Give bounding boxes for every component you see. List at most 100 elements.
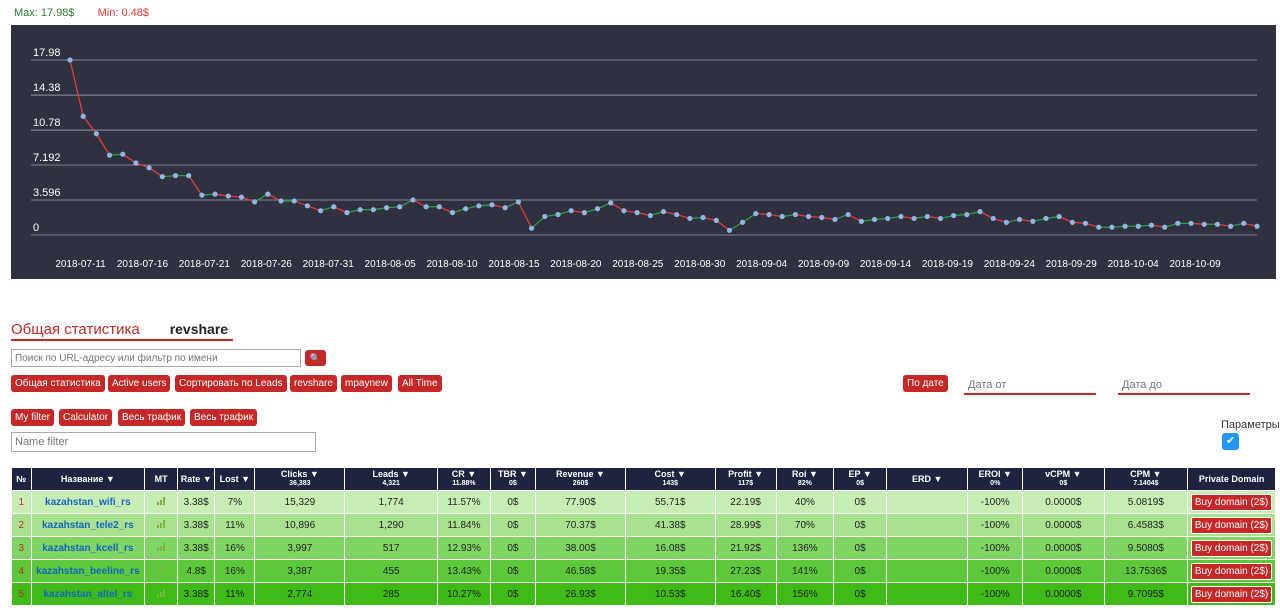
chart-canvas: 17.98 14.38 10.78 7.192 3.596 0 2018-07-11 2018… xyxy=(31,47,1260,270)
column-header[interactable]: Название ▼ xyxy=(30,467,146,491)
column-total: 7.1404$ xyxy=(1133,480,1159,487)
cell-name[interactable]: kazahstan_altel_rs xyxy=(30,582,146,606)
all-traffic-button-1[interactable]: Весь трафик xyxy=(118,409,186,426)
cell-buy: Buy domain (2$) xyxy=(1187,490,1276,514)
buy-domain-button[interactable]: Buy domain (2$) xyxy=(1190,493,1273,511)
calculator-button[interactable]: Calculator xyxy=(59,409,113,426)
column-header[interactable]: Revenue ▼ 260$ xyxy=(535,467,626,491)
column-header[interactable]: TBR ▼ 0$ xyxy=(489,467,537,491)
params-checkbox[interactable]: ✔ xyxy=(1222,433,1239,450)
buy-domain-button[interactable]: Buy domain (2$) xyxy=(1190,539,1273,557)
cell-cost: 16.08$ xyxy=(624,536,716,560)
cell-ep: 0$ xyxy=(833,582,887,606)
column-header[interactable]: MT xyxy=(144,467,179,491)
column-total: 4,321 xyxy=(382,480,400,487)
column-header[interactable]: CR ▼ 11.88% xyxy=(437,467,491,491)
data-point xyxy=(977,209,983,215)
name-filter-input[interactable] xyxy=(11,432,316,452)
chart-icon[interactable] xyxy=(156,519,166,528)
min-max-summary: Max: 17.98$ Min: 0.48$ xyxy=(14,7,149,19)
cell-cost: 19.35$ xyxy=(624,559,716,583)
cell-vcpm: 0.0000$ xyxy=(1022,490,1105,514)
column-header-label: № xyxy=(16,474,27,484)
cell-buy: Buy domain (2$) xyxy=(1187,559,1276,583)
data-point xyxy=(1096,224,1102,230)
date-from-field[interactable] xyxy=(964,377,1096,395)
data-point xyxy=(911,215,917,222)
cell-vcpm: 0.0000$ xyxy=(1022,513,1105,537)
buy-domain-button[interactable]: Buy domain (2$) xyxy=(1190,516,1273,534)
data-point xyxy=(885,215,891,222)
column-header[interactable]: Clicks ▼ 36,383 xyxy=(254,467,346,491)
filter-all-time-button[interactable]: All Time xyxy=(398,375,442,392)
chart-icon[interactable] xyxy=(156,565,166,574)
cell-eroi: -100% xyxy=(967,536,1024,560)
x-tick-label: 2018-09-14 xyxy=(860,259,912,270)
chart-icon[interactable] xyxy=(156,588,166,597)
column-total: 143$ xyxy=(662,480,679,487)
data-point xyxy=(265,191,271,197)
filter-active-users-button[interactable]: Active users xyxy=(108,375,171,392)
cell-revenue: 38.00$ xyxy=(535,536,626,560)
table-row[interactable]: 1 kazahstan_wifi_rs 3.38$ 7% 15,329 1,774 11.5… xyxy=(11,490,1276,514)
data-point xyxy=(93,131,99,137)
column-header[interactable]: EP ▼ 0$ xyxy=(833,467,887,491)
table-row[interactable]: 5 kazahstan_altel_rs 3.38$ 11% 2,774 285 10.27… xyxy=(11,582,1276,606)
cell-num: 2 xyxy=(11,513,32,537)
column-header[interactable]: Profit ▼ 117$ xyxy=(714,467,777,491)
filter-mpaynew-button[interactable]: mpaynew xyxy=(341,375,392,392)
cell-name[interactable]: kazahstan_wifi_rs xyxy=(30,490,146,514)
column-header[interactable]: Leads ▼ 4,321 xyxy=(344,467,439,491)
x-tick-label: 2018-09-24 xyxy=(984,259,1036,270)
data-point xyxy=(80,113,86,119)
x-tick-label: 2018-08-25 xyxy=(612,259,664,270)
cell-roi: 156% xyxy=(775,582,835,606)
column-header[interactable]: № xyxy=(11,467,32,491)
column-header-label: Profit ▼ xyxy=(728,469,764,479)
date-to-field[interactable] xyxy=(1118,377,1250,395)
buy-domain-button[interactable]: Buy domain (2$) xyxy=(1190,585,1273,603)
cell-name[interactable]: kazahstan_kcell_rs xyxy=(30,536,146,560)
series-segment xyxy=(122,153,137,164)
search-button[interactable]: 🔍 xyxy=(305,350,326,366)
search-input[interactable] xyxy=(11,349,301,367)
cell-buy: Buy domain (2$) xyxy=(1187,536,1276,560)
data-point xyxy=(515,199,522,205)
cell-rate: 3.38$ xyxy=(177,490,216,514)
by-date-button[interactable]: По дате xyxy=(903,375,948,392)
cell-clicks: 2,774 xyxy=(254,582,346,606)
table-row[interactable]: 4 kazahstan_beeline_rs 4.8$ 16% 3,387 455 13.4… xyxy=(11,559,1276,583)
data-point xyxy=(660,209,667,215)
column-header[interactable]: ERD ▼ xyxy=(885,467,969,491)
sort-by-leads-button[interactable]: Сортировать по Leads xyxy=(175,375,287,392)
filter-general-stats-button[interactable]: Общая статистика xyxy=(11,375,105,392)
series-segment xyxy=(715,219,730,231)
min-value: Min: 0.48$ xyxy=(97,7,149,19)
cell-name[interactable]: kazahstan_beeline_rs xyxy=(30,559,146,583)
series-segment xyxy=(148,167,163,178)
cell-cr: 13.43% xyxy=(437,559,491,583)
chart-icon[interactable] xyxy=(156,496,166,505)
filter-revshare-button[interactable]: revshare xyxy=(290,375,337,392)
column-header[interactable]: Rate ▼ xyxy=(177,467,216,491)
my-filter-button[interactable]: My filter xyxy=(11,409,54,426)
table-row[interactable]: 3 kazahstan_kcell_rs 3.38$ 16% 3,997 517 12.93… xyxy=(11,536,1276,560)
column-header[interactable]: Roi ▼ 82% xyxy=(775,467,835,491)
chart-icon[interactable] xyxy=(156,542,166,551)
column-total: 260$ xyxy=(572,480,589,487)
column-header[interactable]: Cost ▼ 143$ xyxy=(624,467,716,491)
cell-mt xyxy=(144,582,179,606)
buy-domain-button[interactable]: Buy domain (2$) xyxy=(1190,562,1273,580)
data-point xyxy=(937,215,944,222)
cell-name[interactable]: kazahstan_tele2_rs xyxy=(30,513,146,537)
column-header[interactable]: vCPM ▼ 0$ xyxy=(1022,467,1105,491)
data-point xyxy=(753,210,759,217)
column-header[interactable]: EROI ▼ 0% xyxy=(967,467,1024,491)
data-point xyxy=(291,198,297,204)
column-header[interactable]: Lost ▼ xyxy=(214,467,256,491)
all-traffic-button-2[interactable]: Весь трафик xyxy=(190,409,258,426)
data-point xyxy=(133,160,139,166)
column-header[interactable]: CPM ▼ 7.1404$ xyxy=(1103,467,1189,491)
column-header[interactable]: Private Domain xyxy=(1187,467,1276,491)
table-row[interactable]: 2 kazahstan_tele2_rs 3.38$ 11% 10,896 1,290 11… xyxy=(11,513,1276,537)
